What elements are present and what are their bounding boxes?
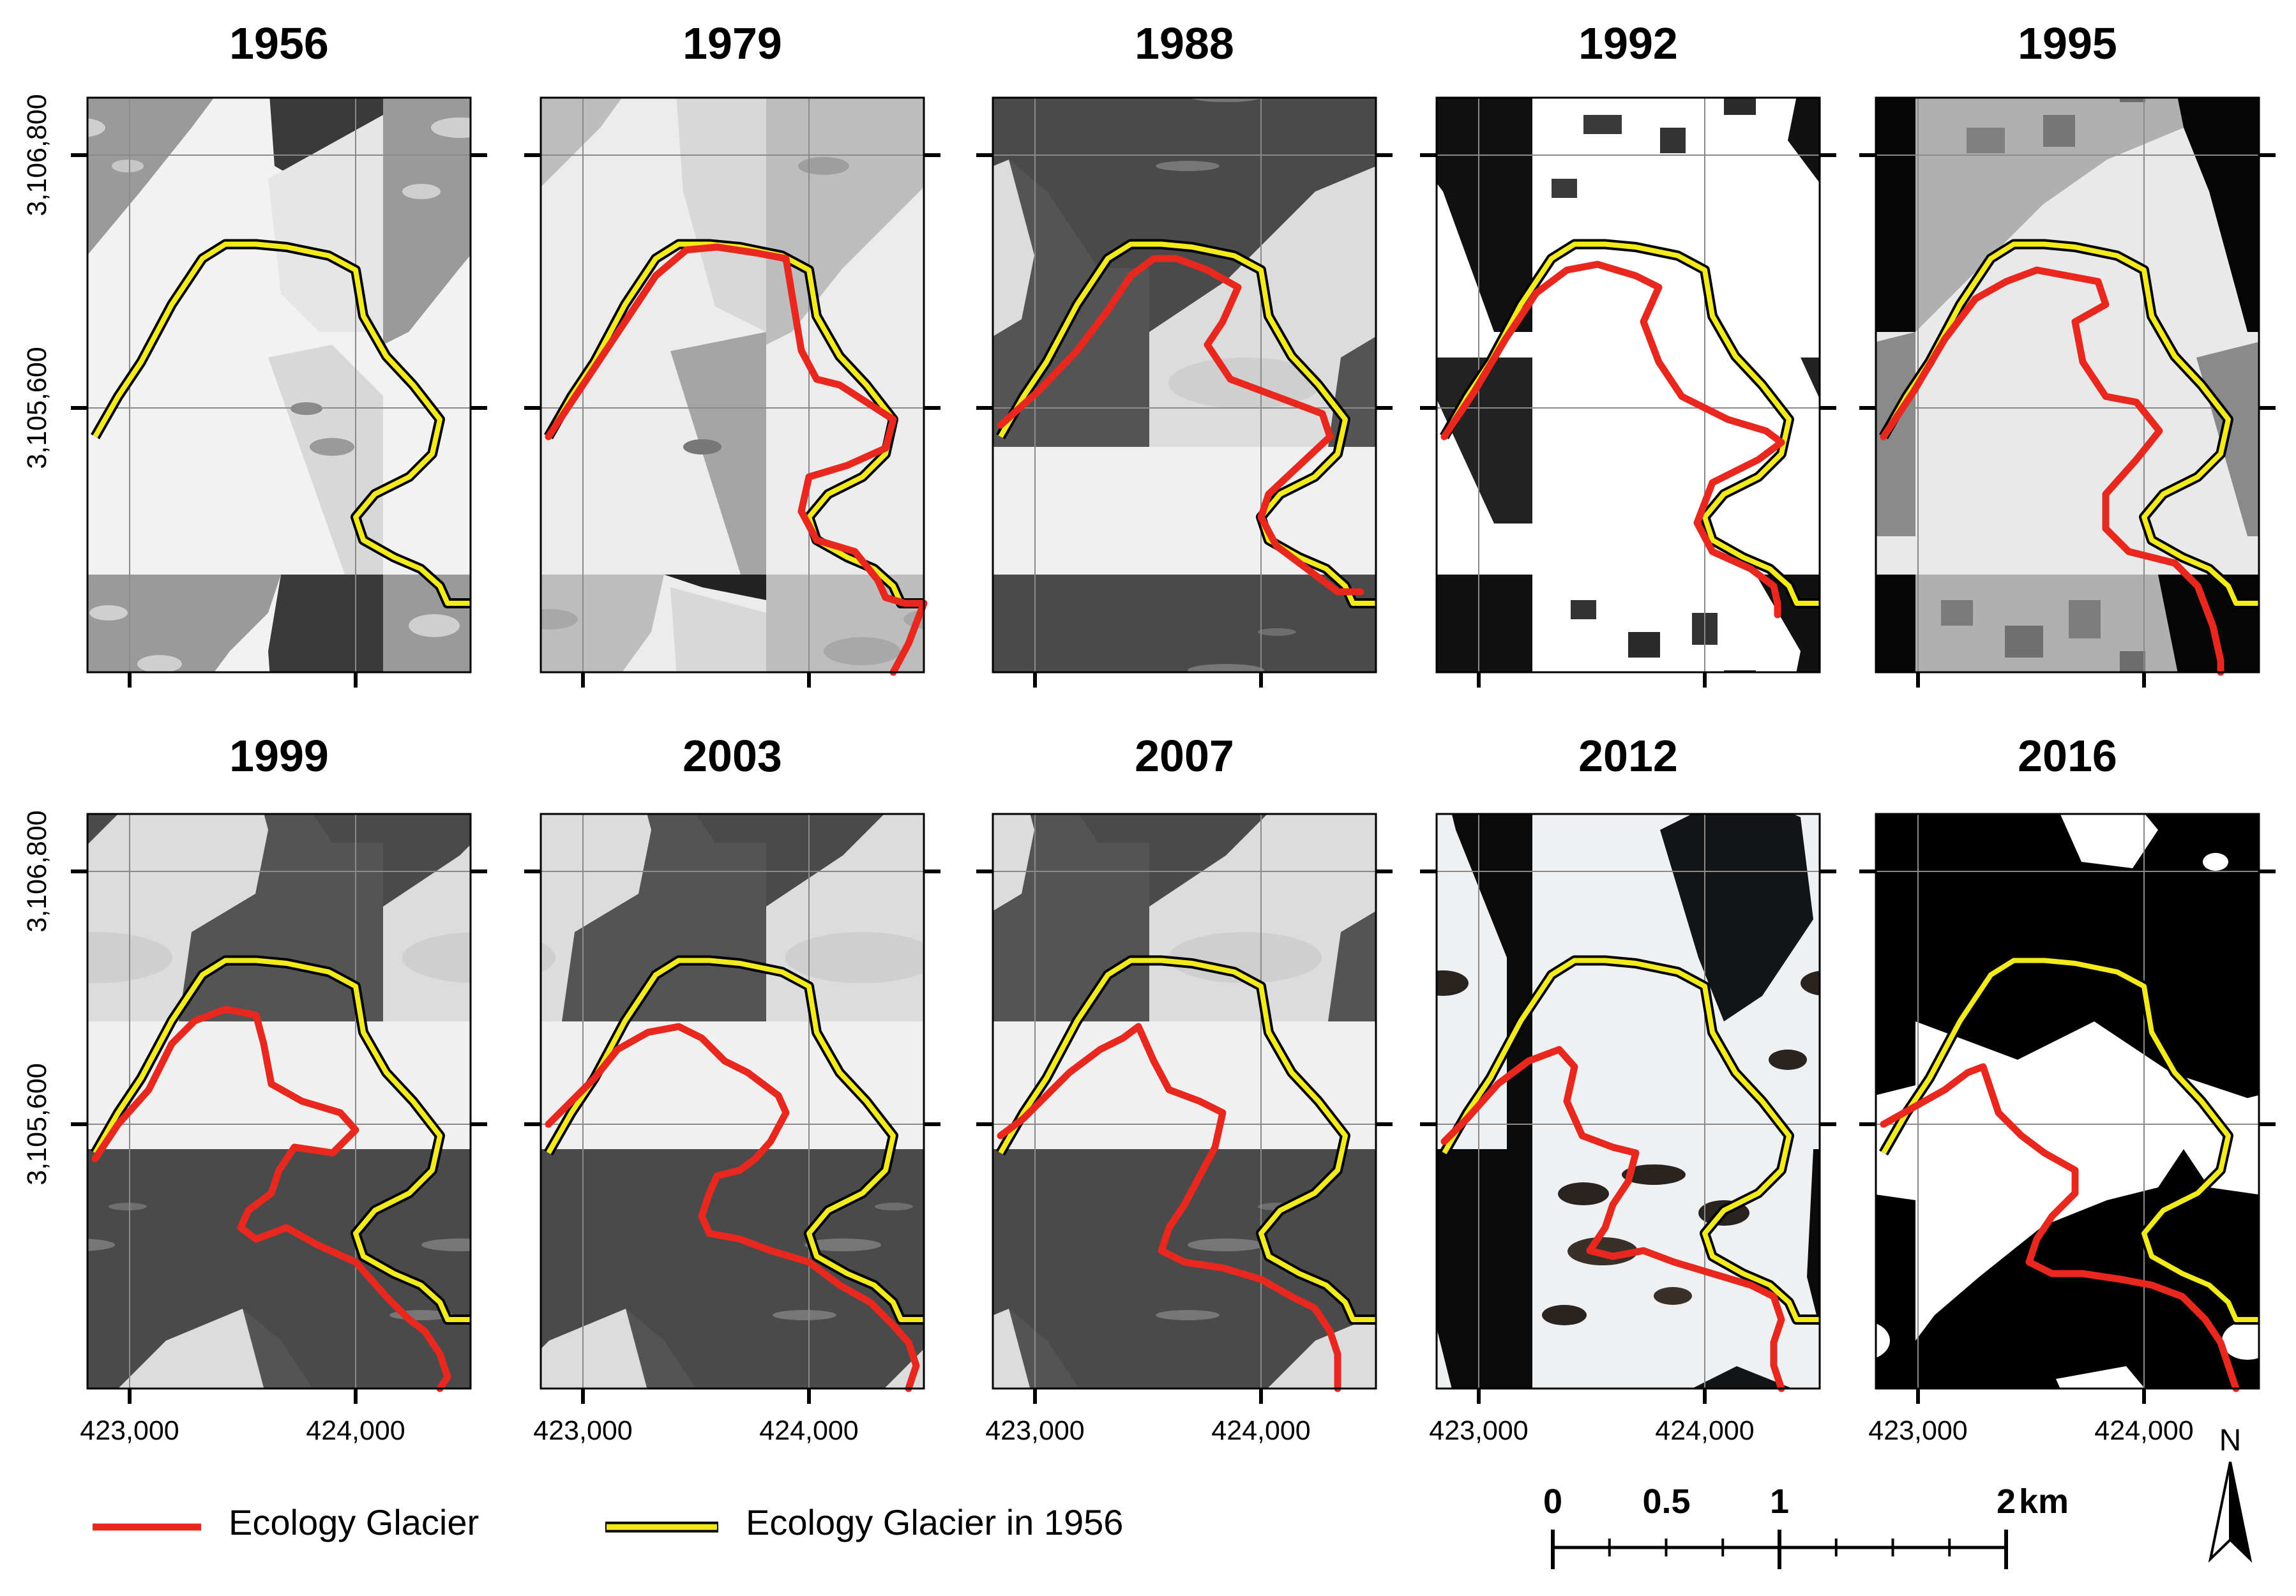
y-tick-label: 3,106,800 <box>22 810 52 932</box>
panel-year-title: 2012 <box>1578 731 1678 781</box>
map-panel-2003: 2003 423,000 424,000 <box>524 731 940 1446</box>
map-panel-2007: 2007 423,000 424,000 <box>976 731 1393 1446</box>
legend-current-label: Ecology Glacier <box>229 1502 479 1542</box>
scale-label-0-5: 0.5 <box>1642 1482 1690 1521</box>
glacier-outline-1999 <box>91 1005 451 1392</box>
glacier-outline-1995 <box>1880 266 2224 676</box>
glacier-outline-2007 <box>997 1023 1341 1392</box>
panel-year-title: 1992 <box>1578 19 1678 68</box>
map-panel-1999: 1999 423,000 424,000 3,106,800 3,105,600 <box>22 731 487 1446</box>
panel-year-title: 1999 <box>229 731 329 781</box>
panel-frame <box>1875 813 2260 1390</box>
scale-label-0: 0 <box>1543 1482 1562 1521</box>
panel-year-title: 2016 <box>2018 731 2117 781</box>
panel-year-title: 1979 <box>683 19 782 68</box>
map-panel-1979: 1979 <box>524 19 940 688</box>
x-tick-label: 424,000 <box>759 1415 858 1446</box>
north-label: N <box>2219 1424 2242 1457</box>
panel-frame <box>1875 96 2260 674</box>
scale-label-1: 1 <box>1770 1482 1789 1521</box>
north-arrow-icon: N <box>2208 1424 2253 1563</box>
glacier-outline-2012 <box>1440 1046 1785 1392</box>
panel-frame <box>86 96 472 674</box>
outline-1956 <box>998 241 1376 606</box>
scale-bar: 0 0.5 1 2 km <box>1543 1482 2069 1569</box>
legend-past-label: Ecology Glacier in 1956 <box>746 1502 1123 1542</box>
legend-item-current: Ecology Glacier <box>93 1502 479 1542</box>
panel-year-title: 1995 <box>2018 19 2117 68</box>
glacier-outline-2003 <box>545 1023 920 1392</box>
map-panel-1988: 1988 <box>976 19 1393 688</box>
outline-1956 <box>1881 241 2259 606</box>
map-panel-1992: 1992 <box>1420 19 1836 688</box>
outline-1956 <box>1442 241 1820 606</box>
map-panel-1956: 1956 3,106,800 3,105,600 <box>22 19 487 688</box>
outline-1956 <box>998 958 1376 1322</box>
x-tick-label: 423,000 <box>80 1415 179 1446</box>
outline-1956 <box>93 241 471 606</box>
x-tick-label: 424,000 <box>306 1415 405 1446</box>
panel-frame <box>1435 813 1821 1390</box>
x-tick-label: 423,000 <box>533 1415 632 1446</box>
map-panel-1995: 1995 <box>1859 19 2276 688</box>
panel-year-title: 2003 <box>683 731 782 781</box>
outline-1956 <box>546 958 924 1322</box>
panel-frame <box>992 96 1377 674</box>
glacier-outline-1979 <box>545 243 928 676</box>
y-tick-label: 3,105,600 <box>22 1063 52 1185</box>
glacier-outline-1988 <box>997 255 1364 596</box>
map-panel-2016: 2016 423,000 424,000 <box>1859 731 2276 1446</box>
y-tick-label: 3,105,600 <box>22 347 52 469</box>
glacier-outline-2016 <box>1880 1063 2240 1392</box>
x-tick-label: 424,000 <box>2094 1415 2193 1446</box>
outline-1956 <box>1881 958 2259 1322</box>
panel-year-title: 1956 <box>229 19 329 68</box>
legend: Ecology Glacier Ecology Glacier in 1956 <box>93 1502 1123 1542</box>
panel-frame <box>540 96 925 674</box>
x-tick-label: 424,000 <box>1655 1415 1754 1446</box>
x-tick-label: 423,000 <box>1868 1415 1967 1446</box>
y-tick-label: 3,106,800 <box>22 94 52 216</box>
outline-1956 <box>93 958 471 1322</box>
panel-year-title: 1988 <box>1135 19 1234 68</box>
scale-unit: km <box>2019 1482 2069 1521</box>
panel-frame <box>86 813 472 1390</box>
outline-1956 <box>1442 958 1820 1322</box>
panel-frame <box>992 813 1377 1390</box>
x-tick-label: 423,000 <box>985 1415 1084 1446</box>
x-tick-label: 423,000 <box>1429 1415 1528 1446</box>
panel-frame <box>540 813 925 1390</box>
map-panel-2012: 2012 423,000 424,000 <box>1420 731 1836 1446</box>
glacier-outline-1992 <box>1440 260 1785 619</box>
panel-frame <box>1435 96 1821 674</box>
outline-1956 <box>546 241 924 606</box>
legend-item-past: Ecology Glacier in 1956 <box>605 1502 1123 1542</box>
panel-year-title: 2007 <box>1135 731 1234 781</box>
x-tick-label: 424,000 <box>1211 1415 1310 1446</box>
scale-label-2: 2 <box>1997 1482 2016 1521</box>
